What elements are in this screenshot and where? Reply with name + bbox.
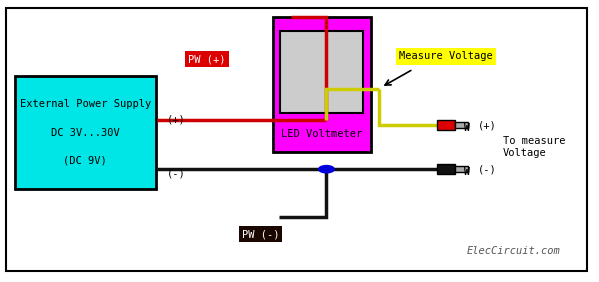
Text: W: W [464,167,470,177]
FancyBboxPatch shape [15,76,156,189]
Text: W: W [464,123,470,133]
Circle shape [319,166,334,173]
Text: (DC 9V): (DC 9V) [63,156,107,166]
Text: ElecCircuit.com: ElecCircuit.com [466,246,560,256]
Text: PW (-): PW (-) [242,229,279,239]
FancyBboxPatch shape [437,120,455,130]
Text: (-): (-) [478,164,497,174]
Text: PW (+): PW (+) [188,54,225,64]
Text: DC 3V...30V: DC 3V...30V [51,127,120,138]
Text: (+): (+) [478,120,497,131]
FancyBboxPatch shape [455,166,468,172]
Text: LED Voltmeter: LED Voltmeter [281,129,362,139]
Text: (-): (-) [167,168,186,179]
FancyBboxPatch shape [455,122,468,128]
FancyBboxPatch shape [280,31,363,113]
Text: (+): (+) [167,115,186,125]
Text: External Power Supply: External Power Supply [20,99,151,109]
Text: Measure Voltage: Measure Voltage [400,51,493,61]
Text: To measure
Voltage: To measure Voltage [503,136,565,158]
FancyBboxPatch shape [273,17,371,152]
FancyBboxPatch shape [437,164,455,174]
